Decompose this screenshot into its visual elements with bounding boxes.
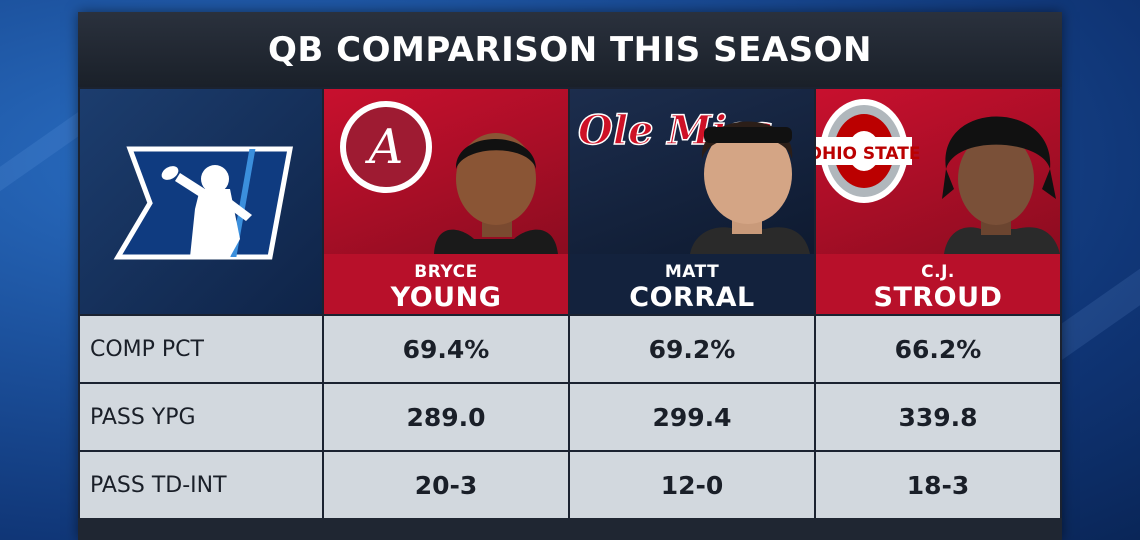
player-last-name: CORRAL — [629, 282, 755, 313]
ohio-state-logo: OHIO STATE — [816, 99, 920, 203]
player-card-stroud: OHIO STATE C.J. STROUD — [816, 89, 1060, 314]
stat-value: 299.4 — [570, 384, 814, 450]
player-silhouette — [690, 121, 810, 254]
comparison-board: QB COMPARISON THIS SEASON A — [78, 12, 1062, 540]
alabama-logo: A — [340, 101, 432, 193]
stat-value: 339.8 — [816, 384, 1060, 450]
quarterback-icon — [161, 165, 252, 257]
player-name: BRYCE YOUNG — [324, 254, 568, 314]
stat-label: PASS YPG — [80, 384, 322, 450]
player-photo: OHIO STATE — [816, 89, 1060, 254]
player-photo: A — [324, 89, 568, 254]
player-name: C.J. STROUD — [816, 254, 1060, 314]
stat-value: 12-0 — [570, 452, 814, 518]
stat-row-comp-pct: COMP PCT 69.4% 69.2% 66.2% — [78, 316, 1062, 382]
player-first-name: BRYCE — [414, 262, 478, 282]
stat-label: COMP PCT — [80, 316, 322, 382]
stat-value: 66.2% — [816, 316, 1060, 382]
stat-label: PASS TD-INT — [80, 452, 322, 518]
bottom-bar — [78, 518, 1062, 540]
stat-value: 20-3 — [324, 452, 568, 518]
player-silhouette — [434, 133, 558, 254]
player-card-young: A BRYCE YOUNG — [324, 89, 568, 314]
player-name: MATT CORRAL — [570, 254, 814, 314]
stat-value: 69.4% — [324, 316, 568, 382]
player-last-name: STROUD — [873, 282, 1003, 313]
stat-value: 69.2% — [570, 316, 814, 382]
svg-text:OHIO STATE: OHIO STATE — [816, 144, 920, 164]
stat-row-pass-td-int: PASS TD-INT 20-3 12-0 18-3 — [78, 452, 1062, 518]
stat-value: 289.0 — [324, 384, 568, 450]
stat-value: 18-3 — [816, 452, 1060, 518]
svg-text:A: A — [365, 119, 404, 175]
stat-row-pass-ypg: PASS YPG 289.0 299.4 339.8 — [78, 384, 1062, 450]
player-card-corral: Ole Miss MATT CORRAL — [570, 89, 814, 314]
player-last-name: YOUNG — [390, 282, 502, 313]
player-first-name: C.J. — [921, 262, 955, 282]
league-logo — [80, 89, 322, 314]
player-first-name: MATT — [664, 262, 720, 282]
player-photo: Ole Miss — [570, 89, 814, 254]
page-title: QB COMPARISON THIS SEASON — [78, 12, 1062, 87]
player-silhouette — [942, 116, 1060, 254]
